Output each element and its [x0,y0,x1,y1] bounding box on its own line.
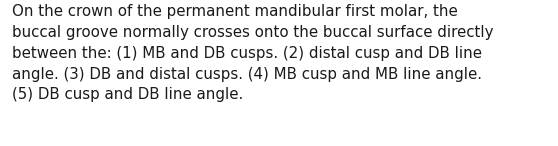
Text: On the crown of the permanent mandibular first molar, the
buccal groove normally: On the crown of the permanent mandibular… [12,4,494,102]
